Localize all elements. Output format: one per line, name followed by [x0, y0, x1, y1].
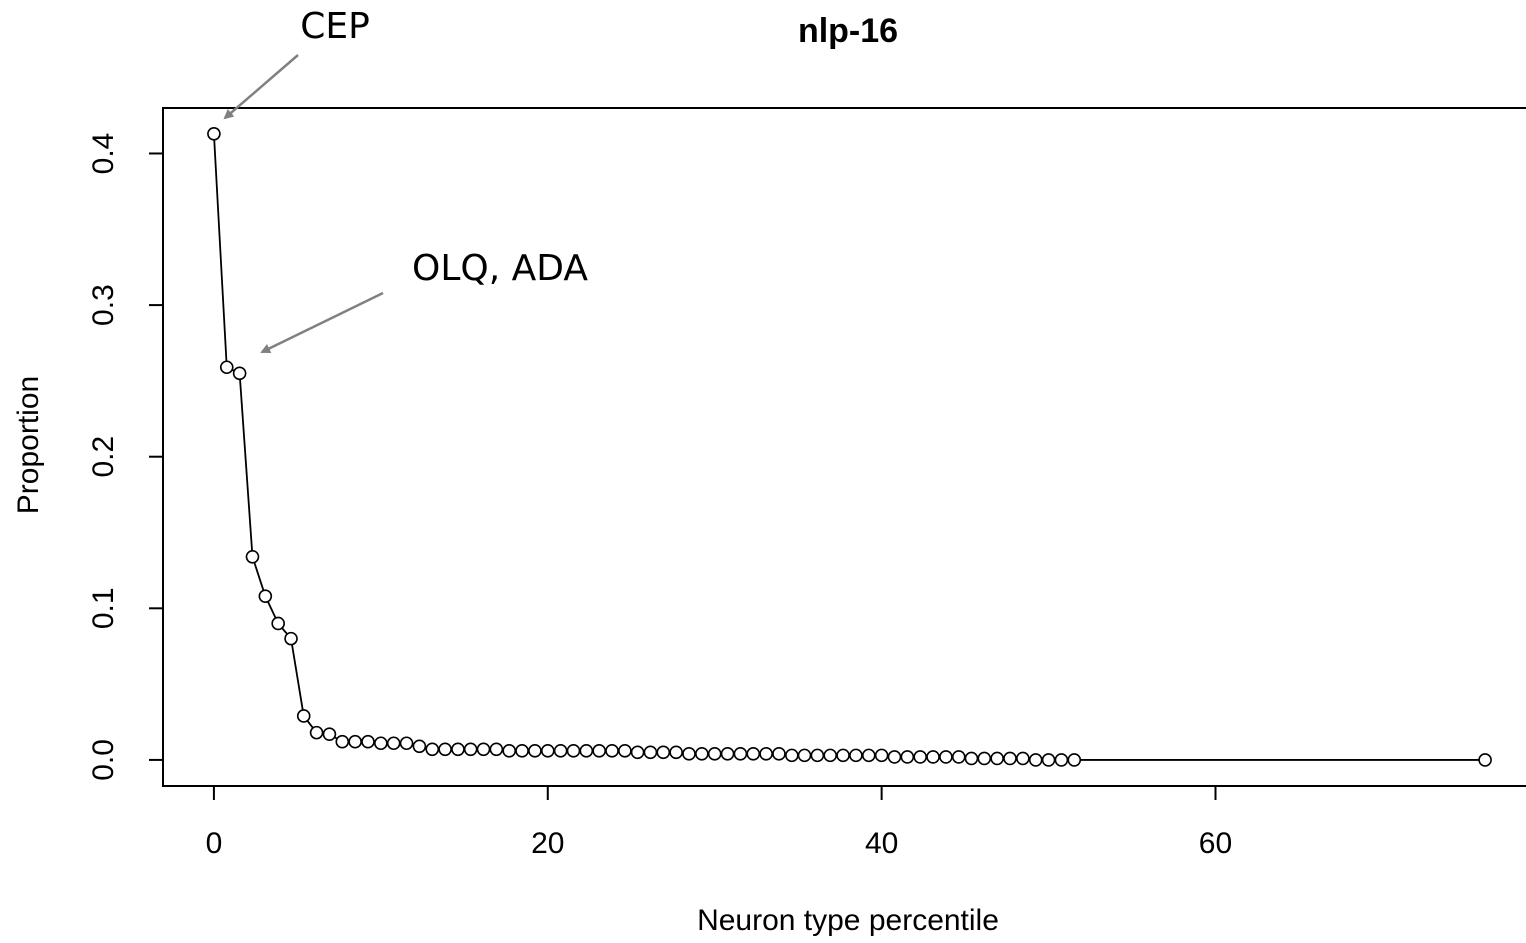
- data-point: [900, 750, 915, 764]
- data-point: [399, 736, 414, 751]
- data-point: [374, 736, 388, 751]
- data-point: [643, 745, 658, 760]
- data-point: [836, 748, 850, 763]
- data-point: [913, 750, 927, 764]
- data-point: [476, 742, 491, 757]
- y-tick-label: 0.2: [87, 436, 120, 478]
- data-point: [874, 748, 889, 763]
- data-point: [964, 751, 979, 766]
- data-point: [797, 748, 812, 763]
- data-point: [361, 734, 375, 749]
- data-point: [335, 734, 350, 749]
- y-tick-label: 0.1: [87, 587, 120, 629]
- y-tick-label: 0.3: [87, 284, 120, 326]
- data-point: [951, 750, 966, 764]
- data-point: [682, 747, 696, 761]
- data-point: [849, 748, 863, 763]
- data-point: [579, 744, 594, 758]
- data-point: [605, 744, 619, 758]
- data-point: [990, 751, 1004, 766]
- data-point: [1003, 751, 1017, 766]
- y-tick-label: 0.4: [87, 133, 120, 175]
- data-point: [1041, 753, 1056, 767]
- data-point: [284, 631, 298, 646]
- data-point: [553, 744, 568, 758]
- data-point: [861, 748, 876, 763]
- data-point: [566, 744, 581, 758]
- data-point: [207, 126, 221, 141]
- data-point: [707, 747, 722, 761]
- data-point: [540, 744, 555, 758]
- data-point: [451, 742, 465, 757]
- plot-box: [162, 107, 1526, 787]
- data-point: [1016, 751, 1030, 766]
- annotation: CEP: [300, 6, 370, 47]
- data-point: [502, 744, 517, 758]
- data-point: [309, 725, 324, 740]
- data-point: [618, 744, 632, 758]
- data-point: [1478, 753, 1492, 767]
- data-point: [528, 744, 542, 758]
- data-point: [258, 589, 273, 603]
- data-point: [759, 747, 773, 761]
- data-line: [213, 133, 1486, 761]
- data-point: [489, 742, 504, 757]
- data-point: [386, 736, 401, 751]
- data-point: [669, 745, 683, 760]
- data-point: [887, 750, 902, 764]
- x-tick-label: 0: [206, 827, 223, 860]
- annotation: OLQ, ADA: [412, 248, 588, 289]
- data-point: [810, 748, 825, 763]
- data-point: [823, 748, 838, 763]
- data-point: [245, 549, 260, 564]
- data-point: [656, 745, 671, 760]
- data-point: [438, 742, 452, 757]
- y-tick-label: 0.0: [87, 739, 120, 781]
- data-point: [926, 750, 940, 764]
- data-point: [515, 744, 529, 758]
- chart-title: nlp-16: [798, 12, 898, 50]
- data-point: [296, 709, 311, 723]
- annotation-arrow: [223, 54, 299, 120]
- data-point: [785, 748, 799, 763]
- data-point: [939, 750, 953, 764]
- data-point: [271, 616, 285, 631]
- y-axis-label: Proportion: [12, 376, 45, 514]
- data-point: [322, 727, 337, 741]
- data-point: [772, 747, 786, 761]
- data-point: [1067, 753, 1082, 767]
- data-point: [463, 742, 478, 757]
- data-point: [977, 751, 992, 766]
- data-point: [219, 360, 234, 375]
- data-point: [733, 747, 748, 761]
- x-tick-label: 40: [865, 827, 898, 860]
- data-point: [746, 747, 761, 761]
- data-point: [695, 747, 709, 761]
- data-point: [348, 734, 362, 749]
- data-point: [720, 747, 735, 761]
- data-point: [232, 366, 247, 381]
- data-point: [1028, 753, 1043, 767]
- data-point: [592, 744, 606, 758]
- data-point: [1054, 753, 1069, 767]
- x-tick-label: 20: [531, 827, 564, 860]
- data-point: [412, 739, 427, 754]
- x-axis-label: Neuron type percentile: [697, 904, 999, 937]
- annotation-arrow: [260, 291, 384, 354]
- x-tick-label: 60: [1199, 827, 1232, 860]
- data-point: [630, 745, 645, 760]
- data-point: [425, 742, 440, 757]
